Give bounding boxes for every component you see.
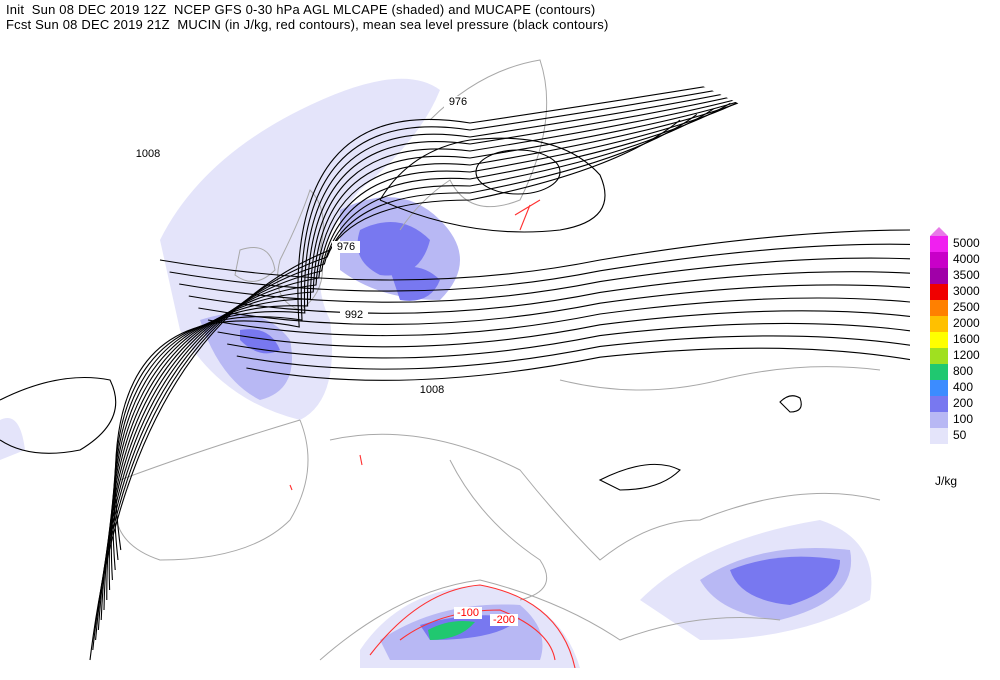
contour-label: 992 (345, 309, 363, 321)
contour-label: 1008 (420, 384, 444, 396)
legend-label: 4000 (953, 252, 980, 266)
isobar (106, 85, 782, 601)
legend-label: 200 (953, 396, 973, 410)
legend-swatch (930, 348, 948, 364)
isobar (169, 243, 910, 292)
label-background (418, 384, 446, 396)
contour-label: 1008 (136, 148, 160, 160)
isobar (198, 284, 910, 326)
legend-swatch (930, 316, 948, 332)
cape-shading (428, 621, 475, 640)
map-area (0, 57, 910, 668)
legend-swatch (930, 364, 948, 380)
legend-swatch (930, 252, 948, 268)
legend-swatch (930, 268, 948, 284)
legend-label: 2000 (953, 316, 980, 330)
isobar (159, 229, 910, 281)
legend-label: 400 (953, 380, 973, 394)
isobar (0, 137, 802, 491)
label-background (444, 96, 472, 108)
legend-swatch (930, 332, 948, 348)
isobar (227, 322, 910, 359)
legend-swatch (930, 300, 948, 316)
legend-swatch (930, 428, 948, 444)
isobar (179, 257, 910, 303)
legend-swatch (930, 396, 948, 412)
header-line: Init Sun 08 DEC 2019 12Z NCEP GFS 0-30 h… (6, 2, 596, 17)
isobar (89, 57, 910, 661)
label-background (490, 614, 518, 626)
cin-contour (289, 199, 576, 668)
header-line: Fcst Sun 08 DEC 2019 21Z MUCIN (in J/kg,… (6, 17, 609, 32)
isobar (112, 69, 832, 571)
isobar (89, 119, 681, 661)
legend-label: 800 (953, 364, 973, 378)
isobar (97, 102, 731, 631)
legend-label: 1600 (953, 332, 980, 346)
contour-label: 976 (449, 96, 467, 108)
label-background (340, 309, 368, 321)
legend-label: 1200 (953, 348, 980, 362)
label-background (454, 607, 482, 619)
legend-swatch (930, 236, 948, 252)
legend-label: 2500 (953, 300, 980, 314)
legend-unit: J/kg (935, 474, 957, 488)
isobar (236, 335, 910, 370)
isobar (246, 347, 910, 381)
legend-swatch (930, 412, 948, 428)
legend-label: 3500 (953, 268, 980, 282)
cape-shading (240, 222, 840, 640)
legend-label: 3000 (953, 284, 980, 298)
coastline (114, 59, 881, 661)
label-background (134, 148, 162, 160)
contour-label: -200 (493, 614, 515, 626)
isobar (103, 91, 765, 611)
isobar (92, 113, 698, 651)
isobar (188, 271, 910, 314)
isobar (110, 74, 815, 581)
isobar (95, 108, 714, 641)
legend-arrow (930, 227, 948, 236)
legend-swatch (930, 284, 948, 300)
isobar (100, 97, 748, 621)
legend-label: 100 (953, 412, 973, 426)
contour-label: -100 (457, 607, 479, 619)
isobar (113, 63, 849, 561)
legend-swatch (930, 380, 948, 396)
contour-label: 976 (337, 241, 355, 253)
isobar (207, 297, 910, 337)
legend-label: 50 (953, 428, 967, 442)
label-background (332, 241, 360, 253)
legend-label: 5000 (953, 236, 980, 250)
isobar (108, 80, 798, 591)
isobar (217, 310, 910, 348)
